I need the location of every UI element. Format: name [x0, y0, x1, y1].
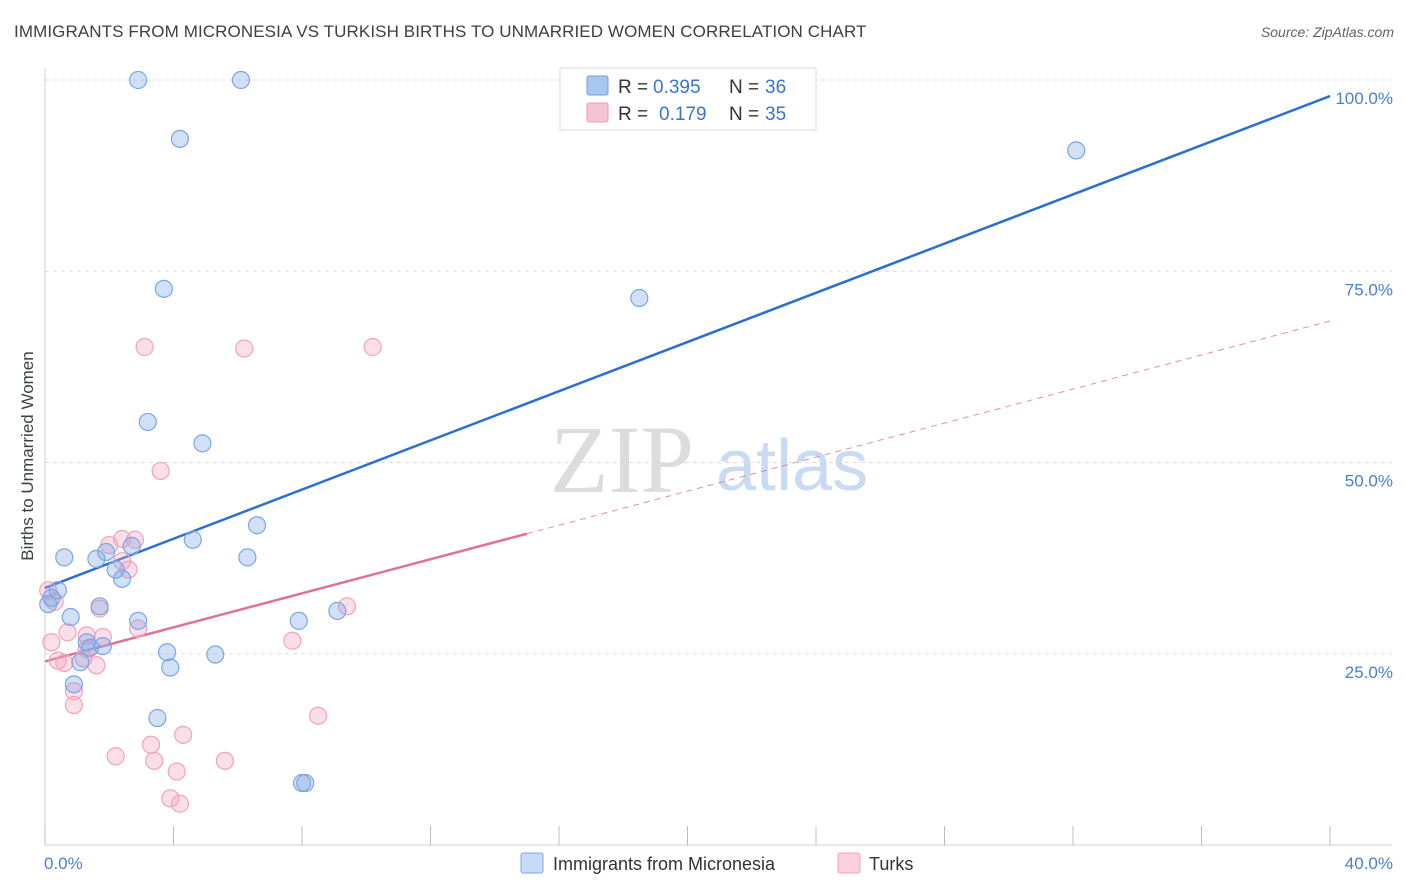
legend-r-value: 0.395 — [653, 77, 701, 98]
point-micronesia — [289, 611, 308, 630]
legend-n-value: 36 — [765, 77, 786, 98]
trend-line-turks — [44, 532, 528, 663]
point-micronesia — [170, 129, 190, 149]
point-micronesia — [193, 434, 212, 453]
legend-r-label: R = — [618, 77, 648, 98]
point-micronesia — [122, 536, 141, 555]
point-turks — [167, 762, 186, 781]
point-micronesia — [96, 542, 116, 562]
point-turks — [119, 560, 138, 579]
point-turks — [283, 631, 302, 650]
point-turks — [64, 682, 84, 701]
point-turks — [170, 794, 190, 813]
legend-swatch-turks — [837, 852, 861, 874]
point-micronesia — [39, 594, 58, 614]
point-micronesia — [247, 516, 267, 535]
point-micronesia — [71, 653, 90, 672]
y-axis-label: Births to Unmarried Women — [18, 351, 37, 560]
point-micronesia — [93, 636, 112, 656]
point-turks — [151, 461, 170, 481]
legend-r-value: 0.179 — [659, 104, 707, 125]
point-micronesia — [87, 549, 106, 568]
point-turks — [145, 751, 164, 770]
point-turks — [308, 706, 328, 725]
point-micronesia — [206, 645, 225, 664]
point-turks — [215, 751, 234, 770]
y-tick-label: 25.0% — [1345, 663, 1393, 682]
legend-r-label: R = — [618, 104, 648, 125]
axes — [44, 68, 1392, 846]
point-micronesia — [129, 70, 148, 90]
y-tick-label: 50.0% — [1345, 472, 1393, 491]
point-turks — [135, 337, 154, 357]
point-turks — [174, 725, 193, 744]
data-points — [39, 70, 1086, 813]
point-micronesia — [1067, 141, 1086, 160]
legend-swatch-micronesia — [520, 852, 544, 874]
point-turks — [129, 619, 148, 638]
legend-bottom: Immigrants from Micronesia Turks — [520, 852, 913, 874]
point-micronesia — [183, 530, 202, 549]
legend-n-value: 35 — [765, 104, 786, 125]
point-micronesia — [48, 581, 67, 600]
point-turks — [64, 695, 84, 715]
point-turks — [106, 747, 125, 766]
point-micronesia — [106, 560, 125, 579]
x-tick-label: 0.0% — [44, 854, 83, 873]
trend-lines — [44, 94, 1331, 663]
legend-swatch-blue — [586, 75, 609, 96]
point-micronesia — [129, 611, 148, 630]
watermark-zip: ZIP — [550, 406, 694, 513]
legend-swatch-pink — [586, 102, 609, 123]
point-micronesia — [138, 412, 157, 432]
point-micronesia — [238, 548, 257, 567]
point-turks — [42, 633, 61, 652]
point-micronesia — [231, 70, 251, 90]
point-micronesia — [630, 288, 649, 308]
legend-label-micronesia: Immigrants from Micronesia — [553, 854, 776, 874]
point-turks — [93, 627, 112, 647]
point-micronesia — [296, 773, 315, 793]
chart-title: IMMIGRANTS FROM MICRONESIA VS TURKISH BI… — [14, 22, 867, 41]
x-tick-label: 40.0% — [1345, 854, 1393, 873]
y-tick-label: 75.0% — [1345, 280, 1393, 299]
point-micronesia — [328, 601, 347, 621]
point-turks — [337, 597, 357, 616]
legend-n-label: N = — [729, 77, 759, 98]
point-turks — [141, 735, 161, 754]
legend-label-turks: Turks — [869, 854, 913, 874]
point-micronesia — [90, 597, 109, 616]
point-micronesia — [61, 607, 80, 627]
y-tick-label: 100.0% — [1335, 89, 1393, 108]
legend-n-label: N = — [729, 104, 759, 125]
point-micronesia — [112, 569, 132, 588]
watermark-atlas: atlas — [716, 426, 868, 506]
trend-line-micronesia — [44, 94, 1331, 590]
source-label: Source: ZipAtlas.com — [1260, 24, 1394, 40]
point-micronesia — [148, 708, 167, 728]
point-micronesia — [64, 675, 84, 694]
point-turks — [235, 339, 254, 358]
point-micronesia — [55, 548, 74, 567]
point-micronesia — [157, 643, 177, 662]
point-micronesia — [154, 279, 173, 298]
grid-lines — [45, 79, 1392, 655]
point-turks — [58, 623, 77, 642]
point-turks — [161, 789, 180, 808]
point-turks — [55, 653, 74, 673]
legend-top: R = 0.395 N = 36 R = 0.179 N = 35 — [559, 67, 817, 131]
point-turks — [363, 337, 382, 357]
point-micronesia — [161, 658, 180, 677]
watermark: ZIP atlas — [550, 406, 868, 513]
tick-labels: 25.0% 50.0% 75.0% 100.0% 0.0% 40.0% — [44, 89, 1393, 873]
